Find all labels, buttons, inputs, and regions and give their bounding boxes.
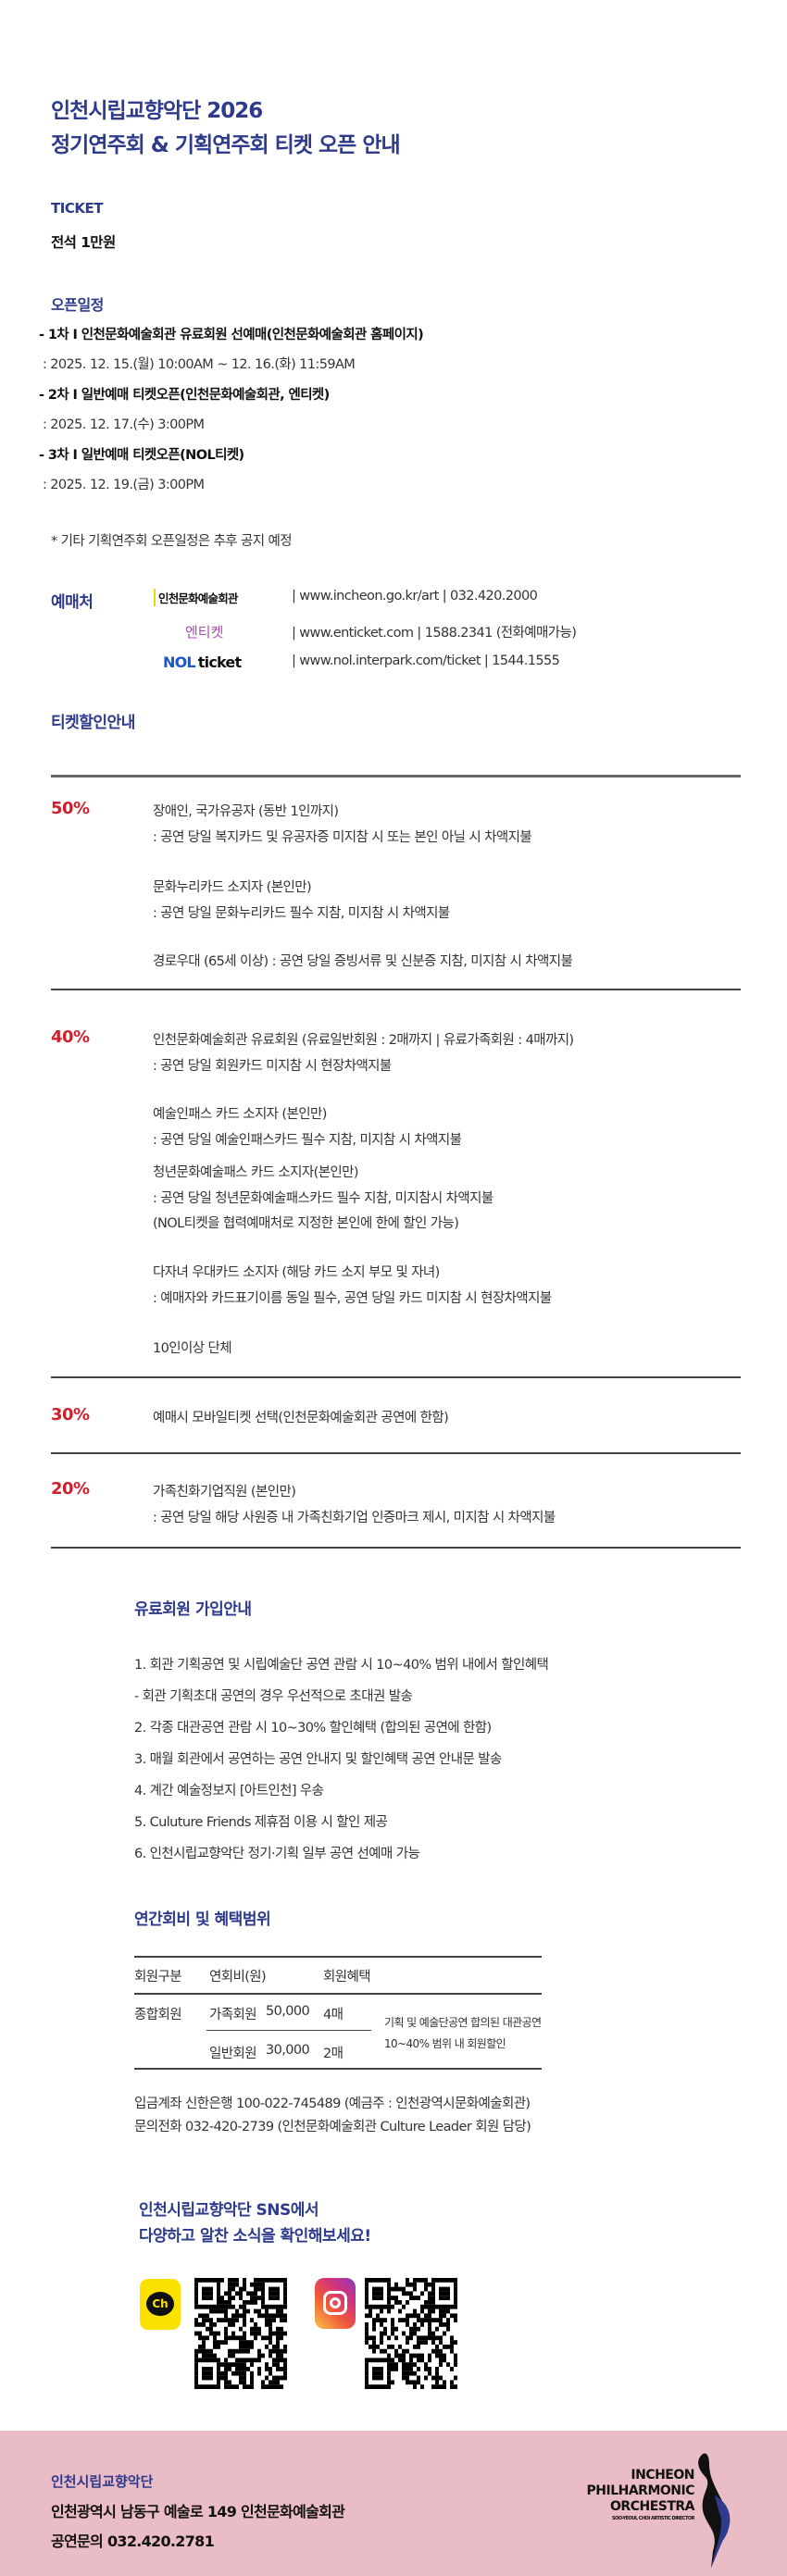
vendor-info-1[interactable]: | www.incheon.go.kr/art | 032.420.2000 xyxy=(292,589,538,604)
fees-heading: 연간회비 및 혜택범위 xyxy=(134,1910,271,1929)
discount-line: 문화누리카드 소지자 (본인만) xyxy=(153,880,312,895)
discount-rate: 30% xyxy=(51,1405,90,1425)
nol-logo-text: NOL xyxy=(163,653,196,671)
discount-line: 청년문화예술패스 카드 소지자(본인만) xyxy=(153,1165,359,1180)
table-rule-row xyxy=(206,2030,371,2031)
discount-line: 예매시 모바일티켓 선택(인천문화예술회관 공연에 한함) xyxy=(153,1411,449,1425)
discount-line: : 공연 당일 해당 사원증 내 가족친화기업 인증마크 제시, 미지참 시 차… xyxy=(153,1511,556,1525)
membership-item: 5. Culuture Friends 제휴점 이용 시 할인 제공 xyxy=(134,1815,388,1830)
sns-heading-2: 다양하고 알찬 소식을 확인해보세요! xyxy=(139,2227,371,2246)
discount-line: : 예매자와 카드표기이름 동일 필수, 공연 당일 카드 미지참 시 현장차액… xyxy=(153,1291,552,1306)
page-title-line1: 인천시립교향악단 2026 xyxy=(51,99,263,123)
membership-item: 1. 회관 기획공연 및 시립예술단 공연 관람 시 10~40% 범위 내에서… xyxy=(134,1658,549,1673)
kakao-qr-code[interactable] xyxy=(194,2278,287,2389)
th-member-type: 회원구분 xyxy=(134,1970,182,1985)
discount-line: (NOL티켓을 협력예매처로 지정한 본인에 한에 할인 가능) xyxy=(153,1216,459,1231)
nol-ticket-logo: NOL ticket xyxy=(163,653,242,671)
instagram-icon[interactable] xyxy=(315,2278,356,2329)
vendor-info-2[interactable]: | www.enticket.com | 1588.2341 (전화예매가능) xyxy=(292,626,577,641)
schedule-date-1: : 2025. 12. 15.(월) 10:00AM ~ 12. 16.(화) … xyxy=(43,357,356,372)
sns-heading-1: 인천시립교향악단 SNS에서 xyxy=(139,2201,319,2220)
schedule-item-1: - 1차 I 인천문화예술회관 유료회원 선예매(인천문화예술회관 홈페이지) xyxy=(39,328,424,342)
th-benefit: 회원혜택 xyxy=(323,1970,371,1985)
schedule-item-3: - 3차 I 일반예매 티켓오픈(NOL티켓) xyxy=(39,448,244,463)
divider xyxy=(51,775,741,778)
orchestra-logo-text: INCHEON PHILHARMONIC ORCHESTRA SOO-YEOUL… xyxy=(556,2468,695,2522)
benefit-line1: 기획 및 예술단공연 합의된 대관공연 xyxy=(384,2016,542,2029)
membership-item: 4. 계간 예술정보지 [아트인천] 우송 xyxy=(134,1784,324,1798)
logo-line4: SOO-YEOUL CHOI ARTISTIC DIRECTOR xyxy=(611,2516,695,2521)
divider xyxy=(51,989,741,990)
discount-line: : 공연 당일 청년문화예술패스카드 필수 지참, 미지참시 차액지불 xyxy=(153,1191,493,1206)
kakao-channel-icon[interactable]: Ch xyxy=(140,2279,181,2330)
footer-org: 인천시립교향악단 xyxy=(51,2473,154,2490)
contact-info: 문의전화 032-420-2739 (인천문화예술회관 Culture Lead… xyxy=(134,2120,531,2134)
row2-tickets: 2매 xyxy=(323,2047,344,2061)
discount-rate: 50% xyxy=(51,799,90,818)
kakao-ch-label: Ch xyxy=(146,2292,174,2316)
table-rule-header xyxy=(134,1993,542,1995)
orchestra-logo-mark xyxy=(698,2453,731,2568)
footer: 인천시립교향악단 인천광역시 남동구 예술로 149 인천문화예술회관 공연문의… xyxy=(0,2431,787,2576)
discount-line: 예술인패스 카드 소지자 (본인만) xyxy=(153,1107,327,1122)
divider xyxy=(51,1547,741,1549)
discount-line: : 공연 당일 회원카드 미지참 시 현장차액지불 xyxy=(153,1059,392,1074)
benefit-line2: 10~40% 범위 내 회원할인 xyxy=(384,2037,506,2050)
row2-type: 일반회원 xyxy=(209,2047,257,2061)
schedule-item-2: - 2차 I 일반예매 티켓오픈(인천문화예술회관, 엔티켓) xyxy=(39,388,330,403)
ticket-logo-text: ticket xyxy=(197,653,242,671)
vendor-info-3[interactable]: | www.nol.interpark.com/ticket | 1544.15… xyxy=(292,653,560,668)
discount-heading: 티켓할인안내 xyxy=(51,714,135,732)
logo-line1: INCHEON xyxy=(631,2468,694,2483)
footer-address: 인천광역시 남동구 예술로 149 인천문화예술회관 xyxy=(51,2503,345,2520)
discount-line: 장애인, 국가유공자 (동반 1인까지) xyxy=(153,804,339,819)
vendors-heading: 예매처 xyxy=(51,593,94,612)
discount-line: 인천문화예술회관 유료회원 (유료일반회원 : 2매까지 | 유료가족회원 : … xyxy=(153,1033,574,1048)
schedule-date-3: : 2025. 12. 19.(금) 3:00PM xyxy=(43,478,205,492)
discount-line: : 공연 당일 문화누리카드 필수 지참, 미지참 시 차액지불 xyxy=(153,906,450,921)
logo-line3: ORCHESTRA xyxy=(610,2499,694,2514)
membership-item: - 회관 기획초대 공연의 경우 우선적으로 초대권 발송 xyxy=(134,1689,413,1704)
discount-line: 가족친화기업직원 (본인만) xyxy=(153,1485,296,1500)
discount-line: : 공연 당일 예술인패스카드 필수 지참, 미지참 시 차액지불 xyxy=(153,1133,462,1148)
instagram-qr-code[interactable] xyxy=(365,2278,457,2389)
ticket-price: 전석 1만원 xyxy=(51,234,116,251)
table-rule-bottom xyxy=(134,2068,542,2070)
discount-line: 다자녀 우대카드 소지자 (해당 카드 소지 부모 및 자녀) xyxy=(153,1265,440,1280)
discount-line: : 공연 당일 복지카드 및 유공자증 미지참 시 또는 본인 아닐 시 차액지… xyxy=(153,830,532,845)
th-fee: 연회비(원) xyxy=(209,1970,267,1985)
discount-rate: 20% xyxy=(51,1479,90,1499)
membership-heading: 유료회원 가입안내 xyxy=(134,1600,252,1619)
row1-tickets: 4매 xyxy=(323,2008,344,2022)
divider xyxy=(51,1452,741,1454)
discount-line: 경로우대 (65세 이상) : 공연 당일 증빙서류 및 신분증 지참, 미지참… xyxy=(153,954,573,969)
row2-fee: 30,000 xyxy=(266,2043,310,2058)
schedule-note: * 기타 기획연주회 오픈일정은 추후 공지 예정 xyxy=(51,534,293,549)
membership-item: 2. 각종 대관공연 관람 시 10~30% 할인혜택 (합의된 공연에 한함) xyxy=(134,1721,492,1736)
page-title-line2: 정기연주회 & 기획연주회 티켓 오픈 안내 xyxy=(51,133,401,157)
discount-rate: 40% xyxy=(51,1027,90,1047)
row1-type: 가족회원 xyxy=(209,2008,257,2022)
footer-phone: 공연문의 032.420.2781 xyxy=(51,2532,215,2550)
divider xyxy=(51,1376,741,1378)
logo-line2: PHILHARMONIC xyxy=(586,2483,695,2498)
table-rule-top xyxy=(134,1956,542,1958)
schedule-heading: 오픈일정 xyxy=(51,296,104,314)
membership-item: 6. 인천시립교향악단 정기·기획 일부 공연 선예매 가능 xyxy=(134,1847,420,1861)
discount-line: 10인이상 단체 xyxy=(153,1341,232,1356)
incheon-arts-logo: 인천문화예술회관 xyxy=(154,589,238,606)
account-info: 입금계좌 신한은행 100-022-745489 (예금주 : 인천광역시문화예… xyxy=(134,2097,531,2111)
enticket-logo: 엔티켓 xyxy=(185,624,224,641)
membership-item: 3. 매월 회관에서 공연하는 공연 안내지 및 할인혜택 공연 안내문 발송 xyxy=(134,1752,502,1767)
row1-fee: 50,000 xyxy=(266,2004,310,2019)
ticket-heading: TICKET xyxy=(51,200,103,217)
schedule-date-2: : 2025. 12. 17.(수) 3:00PM xyxy=(43,417,205,432)
member-group: 종합회원 xyxy=(134,2008,182,2022)
